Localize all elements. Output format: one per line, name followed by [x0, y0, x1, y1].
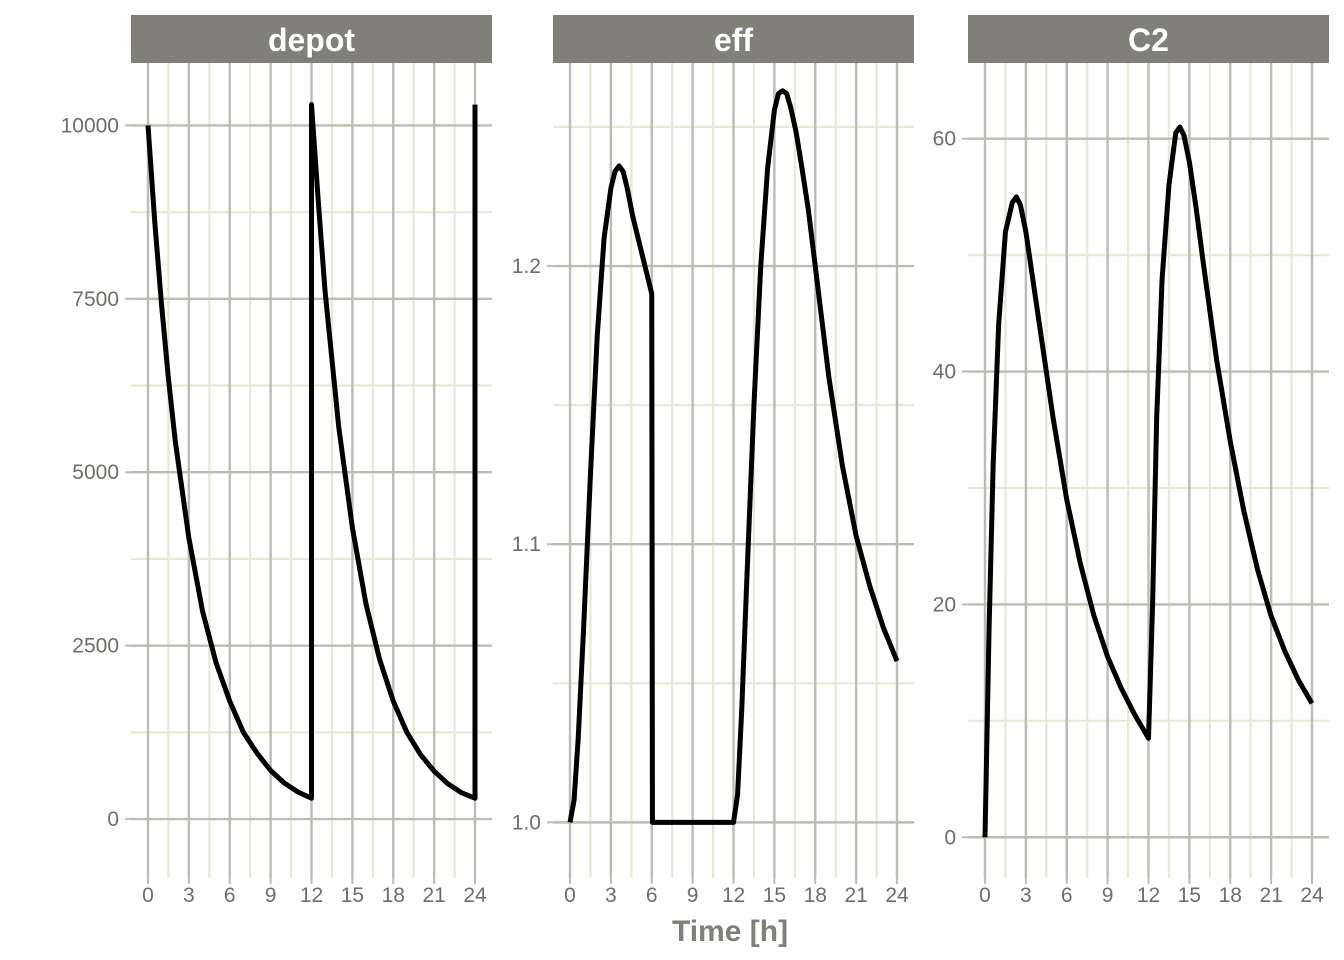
x-tick-label: 6 [646, 884, 658, 907]
x-tick-label: 15 [763, 884, 786, 907]
y-tick-label: 0 [944, 826, 956, 849]
x-tick-label: 15 [341, 884, 364, 907]
y-tick-label: 1.2 [512, 255, 541, 278]
x-tick-label: 6 [224, 884, 236, 907]
facet-title: C2 [1128, 22, 1169, 58]
x-tick-label: 0 [564, 884, 576, 907]
x-tick-label: 3 [605, 884, 617, 907]
y-tick-label: 2500 [72, 635, 119, 658]
x-tick-label: 9 [1102, 884, 1114, 907]
y-tick-label: 20 [933, 593, 956, 616]
x-tick-label: 18 [1219, 884, 1242, 907]
panel-depot: 0 3 6 9 12 15 18 21 24 0 2500 5000 7500 10000 depot [61, 15, 492, 907]
facet-strip [553, 15, 914, 63]
y-tick-label: 10000 [61, 114, 119, 137]
y-tick-label: 60 [933, 128, 956, 151]
facet-strip [131, 15, 492, 63]
y-tick-label: 5000 [72, 461, 119, 484]
x-tick-label: 15 [1178, 884, 1201, 907]
x-tick-label: 24 [463, 884, 487, 907]
panel-C2: 0 3 6 9 12 15 18 21 24 0 20 40 60 C2 [933, 15, 1329, 907]
x-tick-label: 6 [1061, 884, 1073, 907]
x-tick-label: 0 [979, 884, 991, 907]
series-line-C2 [982, 124, 1315, 838]
x-tick-label: 24 [885, 884, 909, 907]
y-tick-label: 40 [933, 361, 956, 384]
x-tick-label: 21 [1259, 884, 1282, 907]
x-tick-label: 24 [1300, 884, 1324, 907]
x-tick-label: 21 [844, 884, 867, 907]
x-tick-label: 18 [382, 884, 405, 907]
series-line-depot [145, 102, 478, 801]
x-tick-label: 21 [422, 884, 445, 907]
x-tick-label: 9 [687, 884, 699, 907]
facet-title: depot [268, 22, 355, 58]
x-tick-label: 12 [300, 884, 323, 907]
x-tick-label: 3 [1020, 884, 1032, 907]
facet-strip [968, 15, 1329, 63]
y-tick-label: 0 [107, 808, 119, 831]
y-tick-label: 1.0 [512, 811, 541, 834]
x-tick-label: 0 [142, 884, 154, 907]
x-tick-label: 12 [722, 884, 745, 907]
x-tick-label: 12 [1137, 884, 1160, 907]
facet-title: eff [714, 22, 753, 58]
panel-eff: 0 3 6 9 12 15 18 21 24 1.0 1.1 1.2 eff [512, 15, 914, 907]
x-tick-label: 9 [265, 884, 277, 907]
x-axis-title: Time [h] [672, 915, 788, 948]
y-tick-label: 1.1 [512, 533, 541, 556]
y-tick-label: 7500 [72, 288, 119, 311]
series-line-eff [567, 88, 900, 825]
x-tick-label: 18 [804, 884, 827, 907]
x-tick-label: 3 [183, 884, 195, 907]
